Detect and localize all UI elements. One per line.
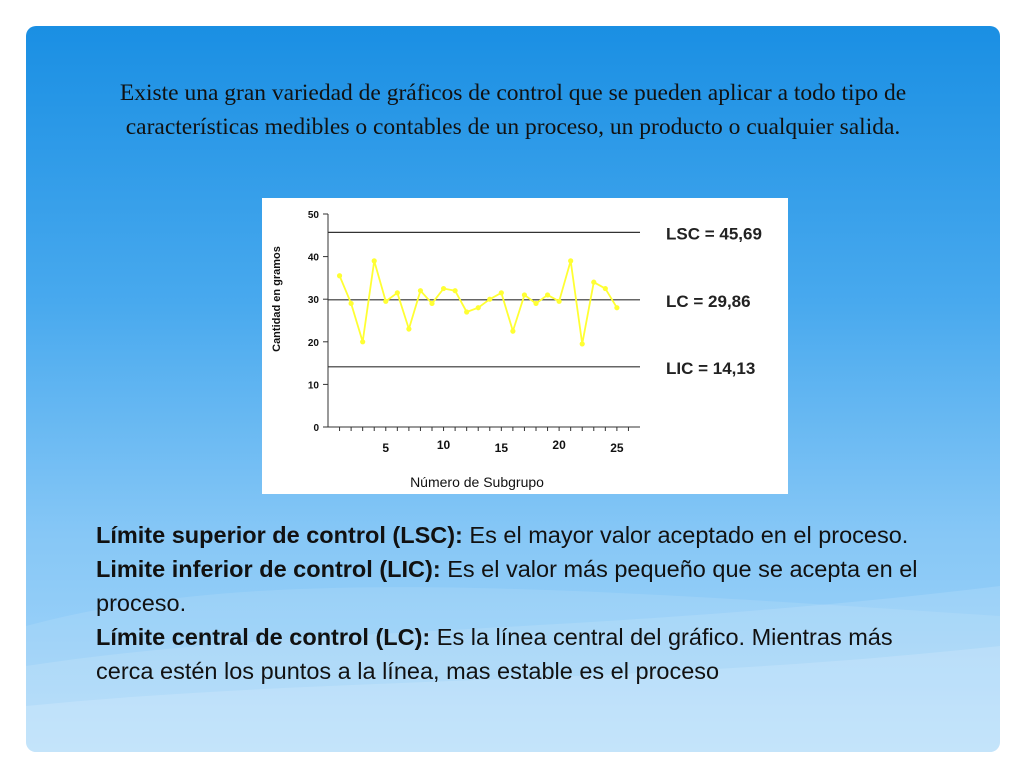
data-point: [579, 341, 585, 347]
x-tick-label: 20: [552, 438, 566, 452]
x-tick-label: 5: [382, 441, 389, 455]
data-point: [429, 300, 435, 307]
data-point: [568, 258, 574, 264]
data-point: [440, 285, 447, 292]
background-swirl: [26, 586, 1000, 752]
definition-lic-text: Es el valor más pequeño que se acepta en…: [96, 556, 918, 616]
limit-label-lic: LIC = 14,13: [666, 359, 755, 378]
y-tick-label: 50: [308, 210, 320, 221]
y-tick-label: 0: [313, 423, 319, 434]
data-point: [452, 288, 458, 294]
data-point: [360, 339, 366, 345]
definitions: Límite superior de control (LSC): Es el …: [96, 518, 956, 688]
data-point: [498, 290, 504, 296]
intro-paragraph: Existe una gran variedad de gráficos de …: [119, 80, 907, 140]
x-axis-title: Número de Subgrupo: [410, 474, 544, 490]
data-point: [394, 290, 400, 296]
slide: Existe una gran variedad de gráficos de …: [26, 26, 1000, 752]
definition-lsc: Límite superior de control (LSC): Es el …: [96, 518, 956, 552]
data-point: [521, 292, 528, 298]
definition-lc: Límite central de control (LC): Es la lí…: [96, 620, 956, 688]
y-tick-label: 10: [308, 380, 320, 391]
data-point: [475, 305, 481, 311]
definition-lic-term: Limite inferior de control (LIC):: [96, 556, 441, 582]
control-chart-svg: Cantidad en gramos Número de Subgrupo 0 1…: [271, 210, 762, 490]
x-tick-label: 25: [610, 441, 624, 455]
limit-label-lc: LC = 29,86: [666, 292, 751, 311]
data-point: [544, 292, 551, 298]
y-tick-label: 40: [308, 253, 320, 264]
data-point: [383, 298, 389, 304]
data-point: [464, 309, 470, 315]
data-point: [487, 296, 493, 302]
data-point: [417, 288, 424, 294]
control-chart: Cantidad en gramos Número de Subgrupo 0 1…: [262, 198, 788, 494]
definition-lsc-text: Es el mayor valor aceptado en el proceso…: [462, 522, 909, 548]
y-tick-label: 20: [308, 338, 320, 349]
data-point: [348, 300, 354, 307]
data-point: [336, 273, 343, 279]
data-point: [614, 305, 620, 311]
y-tick-label: 30: [308, 295, 320, 306]
data-point: [556, 298, 562, 304]
y-axis-title: Cantidad en gramos: [271, 246, 283, 352]
definition-lc-text: Es la línea central del gráfico. Mientra…: [96, 624, 893, 684]
x-tick-label: 10: [437, 438, 451, 452]
definition-lsc-term: Límite superior de control (LSC):: [96, 522, 463, 548]
data-point: [591, 279, 597, 285]
data-point: [510, 328, 516, 334]
data-point: [602, 285, 608, 292]
x-tick-label: 15: [495, 441, 509, 455]
definition-lic: Limite inferior de control (LIC): Es el …: [96, 552, 956, 620]
definition-lc-term: Límite central de control (LC):: [96, 624, 431, 650]
data-point: [533, 300, 539, 307]
data-point: [371, 258, 377, 264]
data-point: [406, 326, 412, 332]
limit-label-lsc: LSC = 45,69: [666, 224, 762, 243]
series-line: [338, 260, 618, 345]
